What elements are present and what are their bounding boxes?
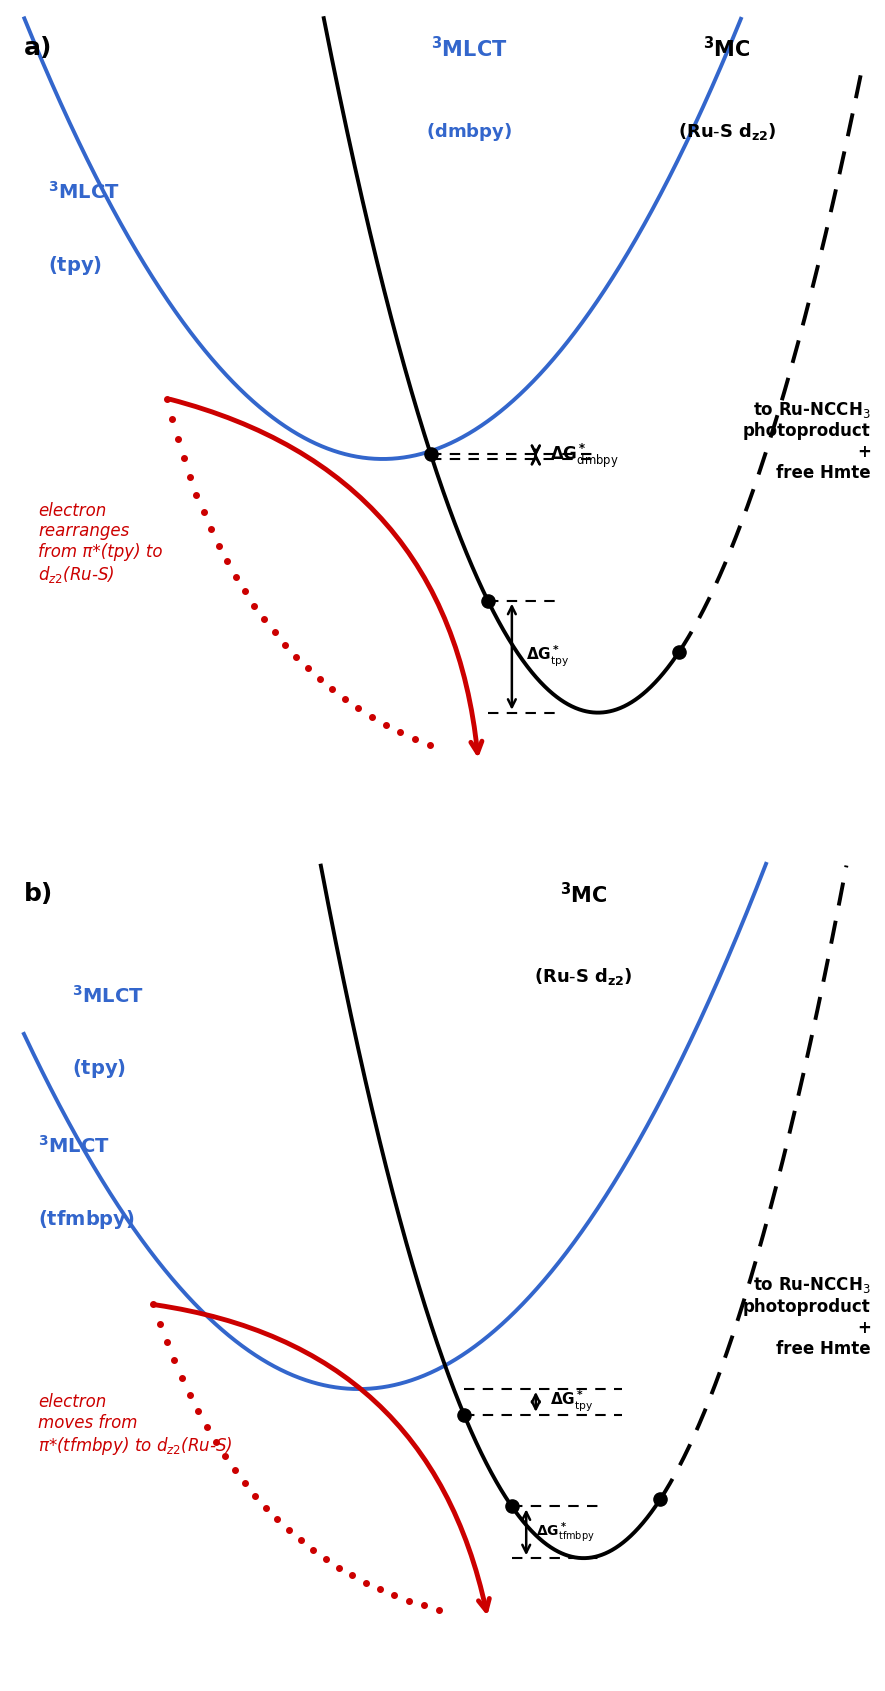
Text: to Ru-NCCH$_3$
photoproduct
+
free Hmte: to Ru-NCCH$_3$ photoproduct + free Hmte — [743, 1275, 871, 1358]
Text: $^{\mathbf{3}}$$\mathbf{MLCT}$: $^{\mathbf{3}}$$\mathbf{MLCT}$ — [38, 1135, 110, 1157]
Point — [504, 1493, 519, 1520]
Text: $\mathbf{\Delta G^*_{\rm tfmbpy}}$: $\mathbf{\Delta G^*_{\rm tfmbpy}}$ — [535, 1520, 595, 1544]
Point — [457, 1402, 471, 1429]
Text: $\mathbf{\Delta G^*_{\rm tpy}}$: $\mathbf{\Delta G^*_{\rm tpy}}$ — [527, 644, 570, 670]
Text: $^{\mathbf{3}}$$\mathbf{MLCT}$: $^{\mathbf{3}}$$\mathbf{MLCT}$ — [431, 36, 507, 61]
Text: a): a) — [24, 36, 52, 61]
Text: $^{\mathbf{3}}$$\mathbf{MLCT}$: $^{\mathbf{3}}$$\mathbf{MLCT}$ — [48, 181, 119, 203]
Text: $\mathbf{(Ru\text{-}S\ d_{z2})}$: $\mathbf{(Ru\text{-}S\ d_{z2})}$ — [678, 120, 776, 142]
Point — [653, 1486, 667, 1513]
Point — [423, 440, 437, 467]
Text: $\mathbf{(dmbpy)}$: $\mathbf{(dmbpy)}$ — [426, 120, 512, 142]
Text: $^{\mathbf{3}}$$\mathbf{MLCT}$: $^{\mathbf{3}}$$\mathbf{MLCT}$ — [72, 984, 143, 1006]
Text: $\mathbf{(tpy)}$: $\mathbf{(tpy)}$ — [72, 1057, 126, 1081]
Text: $^{\mathbf{3}}$$\mathbf{MC}$: $^{\mathbf{3}}$$\mathbf{MC}$ — [560, 881, 607, 906]
Point — [673, 638, 687, 665]
Text: electron
moves from
π*(tfmbpy) to d$_{z2}$(Ru-S): electron moves from π*(tfmbpy) to d$_{z2… — [38, 1393, 233, 1458]
Point — [481, 587, 495, 614]
Text: $\mathbf{(Ru\text{-}S\ d_{z2})}$: $\mathbf{(Ru\text{-}S\ d_{z2})}$ — [535, 966, 633, 988]
Text: $\mathbf{\Delta G^*_{\rm tpy}}$: $\mathbf{\Delta G^*_{\rm tpy}}$ — [550, 1390, 594, 1414]
Text: $\mathbf{(tpy)}$: $\mathbf{(tpy)}$ — [48, 254, 102, 277]
Text: to Ru-NCCH$_3$
photoproduct
+
free Hmte: to Ru-NCCH$_3$ photoproduct + free Hmte — [743, 399, 871, 482]
Text: $\mathbf{\Delta G^*_{\rm dmbpy}}$: $\mathbf{\Delta G^*_{\rm dmbpy}}$ — [550, 441, 619, 470]
Text: electron
rearranges
from π*(tpy) to
d$_{z2}$(Ru-S): electron rearranges from π*(tpy) to d$_{… — [38, 502, 163, 585]
Text: b): b) — [24, 881, 53, 906]
Text: $\mathbf{(tfmbpy)}$: $\mathbf{(tfmbpy)}$ — [38, 1207, 135, 1231]
Text: $^{\mathbf{3}}$$\mathbf{MC}$: $^{\mathbf{3}}$$\mathbf{MC}$ — [704, 36, 751, 61]
